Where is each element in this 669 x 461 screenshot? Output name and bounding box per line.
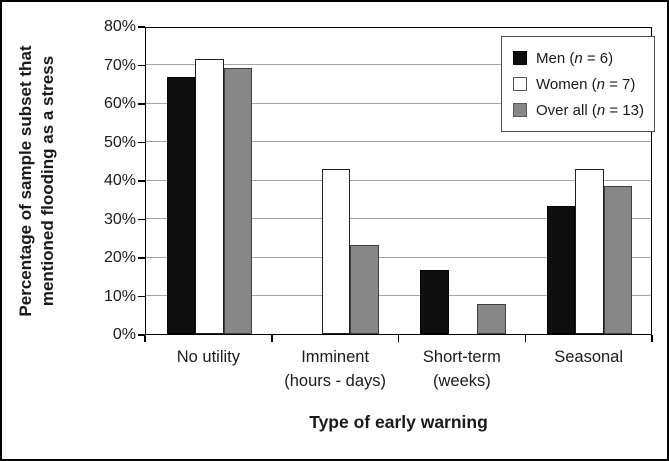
category-label-line: (weeks) (432, 372, 491, 390)
y-tick-mark (138, 26, 145, 28)
category-label: Short-term (weeks) (399, 345, 526, 393)
gridline (146, 179, 651, 181)
y-tick-mark (138, 257, 145, 259)
bar (321, 168, 351, 334)
x-tick-mark (144, 335, 146, 342)
x-tick-mark (397, 335, 400, 342)
y-tick-label: 40% (103, 172, 136, 189)
legend-swatch (513, 77, 527, 91)
y-tick-label: 80% (103, 18, 136, 35)
y-axis-title: Percentage of sample subset that mentione… (15, 5, 61, 357)
bar (166, 77, 196, 334)
bar (546, 205, 576, 334)
y-tick-mark (138, 103, 145, 105)
y-tick-label: 60% (103, 95, 136, 112)
category-label: No utility (145, 345, 272, 369)
y-axis-title-line: Percentage of sample subset that (16, 45, 35, 317)
bar (603, 185, 633, 334)
category-label: Seasonal (525, 345, 652, 369)
y-tick-mark (138, 295, 145, 298)
x-axis-title: Type of early warning (309, 412, 488, 432)
legend: Men (n = 6) Women (n = 7) Over all (n = 13… (501, 36, 655, 132)
y-axis-title-line: mentioned flooding as a stress (38, 55, 57, 307)
y-tick-mark (138, 334, 145, 336)
legend-swatch (513, 103, 527, 117)
y-tick-mark (138, 218, 145, 221)
x-tick-mark (524, 335, 526, 342)
x-tick-mark (271, 335, 273, 342)
y-tick-label: 0% (112, 326, 136, 343)
gridline (146, 64, 651, 65)
gridline (146, 102, 651, 104)
y-tick-label: 70% (103, 56, 136, 74)
gridline (146, 256, 651, 258)
legend-item: Over all (n = 13) (513, 97, 644, 123)
category-label: Imminent (hours - days) (272, 345, 399, 393)
y-tick-mark (138, 180, 145, 182)
bar (195, 59, 224, 334)
bar (420, 269, 449, 334)
category-label-line: Short-term (422, 348, 501, 366)
legend-label: Men (n = 6) (536, 49, 614, 67)
category-label-line: Seasonal (554, 348, 624, 366)
gridline (146, 141, 651, 142)
y-tick-label: 30% (103, 210, 136, 228)
category-label-line: Imminent (301, 348, 370, 366)
legend-item: Men (n = 6) (513, 45, 644, 71)
y-tick-mark (138, 141, 145, 144)
bar (575, 168, 604, 334)
y-tick-mark (138, 64, 145, 67)
y-tick-label: 20% (103, 249, 136, 266)
gridline (146, 295, 651, 296)
legend-item: Women (n = 7) (513, 71, 644, 97)
y-tick-label: 10% (103, 287, 136, 305)
legend-label: Women (n = 7) (536, 75, 636, 93)
legend-label: Over all (n = 13) (536, 101, 644, 119)
bar (350, 245, 379, 334)
bar (477, 304, 506, 334)
plot-area: Men (n = 6) Women (n = 7) Over all (n = 13… (145, 27, 655, 335)
legend-swatch (513, 51, 527, 65)
x-tick-mark (651, 335, 653, 342)
gridline (146, 218, 651, 219)
bar (223, 67, 253, 334)
category-label-line: (hours - days) (284, 372, 387, 390)
category-label-line: No utility (176, 348, 241, 366)
y-tick-label: 50% (103, 133, 136, 151)
